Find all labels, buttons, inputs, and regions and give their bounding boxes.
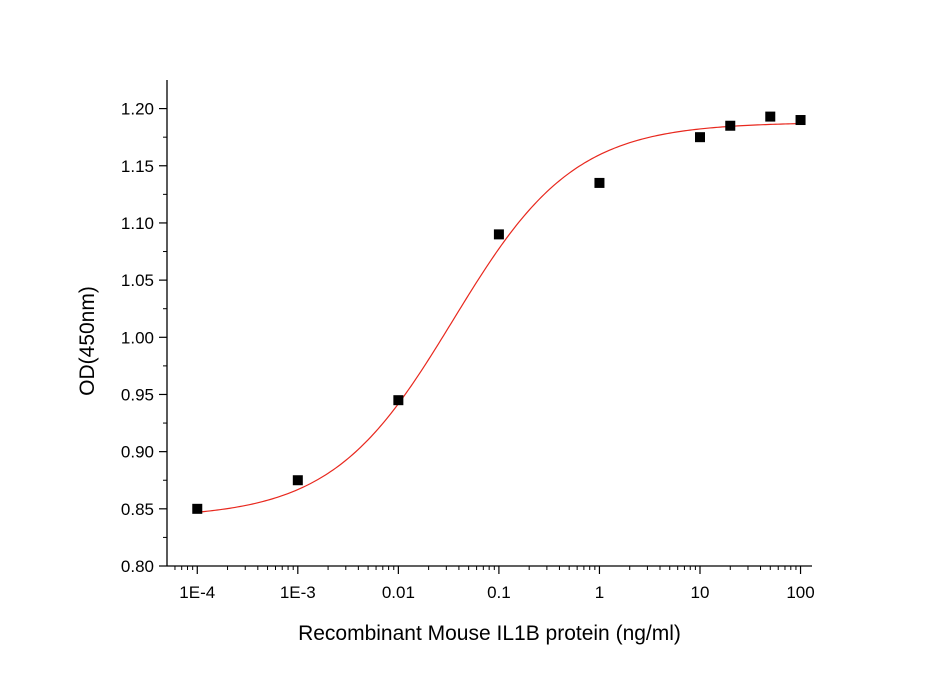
y-tick-label: 1.20 (121, 100, 154, 119)
ticks: 0.80 0.85 0.90 0.95 1.00 1.05 1.10 1.15 1.20 1E-4… (121, 100, 815, 602)
data-point (765, 111, 776, 122)
x-tick-label: 1E-4 (179, 583, 215, 602)
data-point (725, 120, 736, 131)
data-point (594, 177, 605, 188)
x-tick-label: 1 (595, 583, 604, 602)
y-tick-label: 1.05 (121, 271, 154, 290)
data-point (795, 115, 806, 126)
fit-curve-layer (197, 122, 801, 513)
data-point (292, 475, 303, 486)
y-tick-label: 0.90 (121, 443, 154, 462)
y-tick-label: 1.15 (121, 157, 154, 176)
x-tick-label: 10 (691, 583, 710, 602)
fit-curve (197, 122, 801, 513)
x-tick-label: 0.01 (382, 583, 415, 602)
y-tick-label: 1.00 (121, 328, 154, 347)
y-axis-title: OD(450nm) (76, 286, 99, 396)
y-tick-label: 1.10 (121, 214, 154, 233)
x-tick-label: 1E-3 (280, 583, 316, 602)
y-tick-label: 0.95 (121, 385, 154, 404)
y-tick-label: 0.80 (121, 557, 154, 576)
data-points (192, 111, 806, 514)
x-axis-title: Recombinant Mouse IL1B protein (ng/ml) (298, 622, 681, 645)
data-point (694, 132, 705, 143)
x-tick-label: 100 (786, 583, 814, 602)
axes (166, 80, 812, 567)
data-point (192, 503, 203, 514)
data-point (493, 229, 504, 240)
x-tick-label: 0.1 (487, 583, 511, 602)
data-point (393, 395, 404, 406)
y-tick-label: 0.85 (121, 500, 154, 519)
